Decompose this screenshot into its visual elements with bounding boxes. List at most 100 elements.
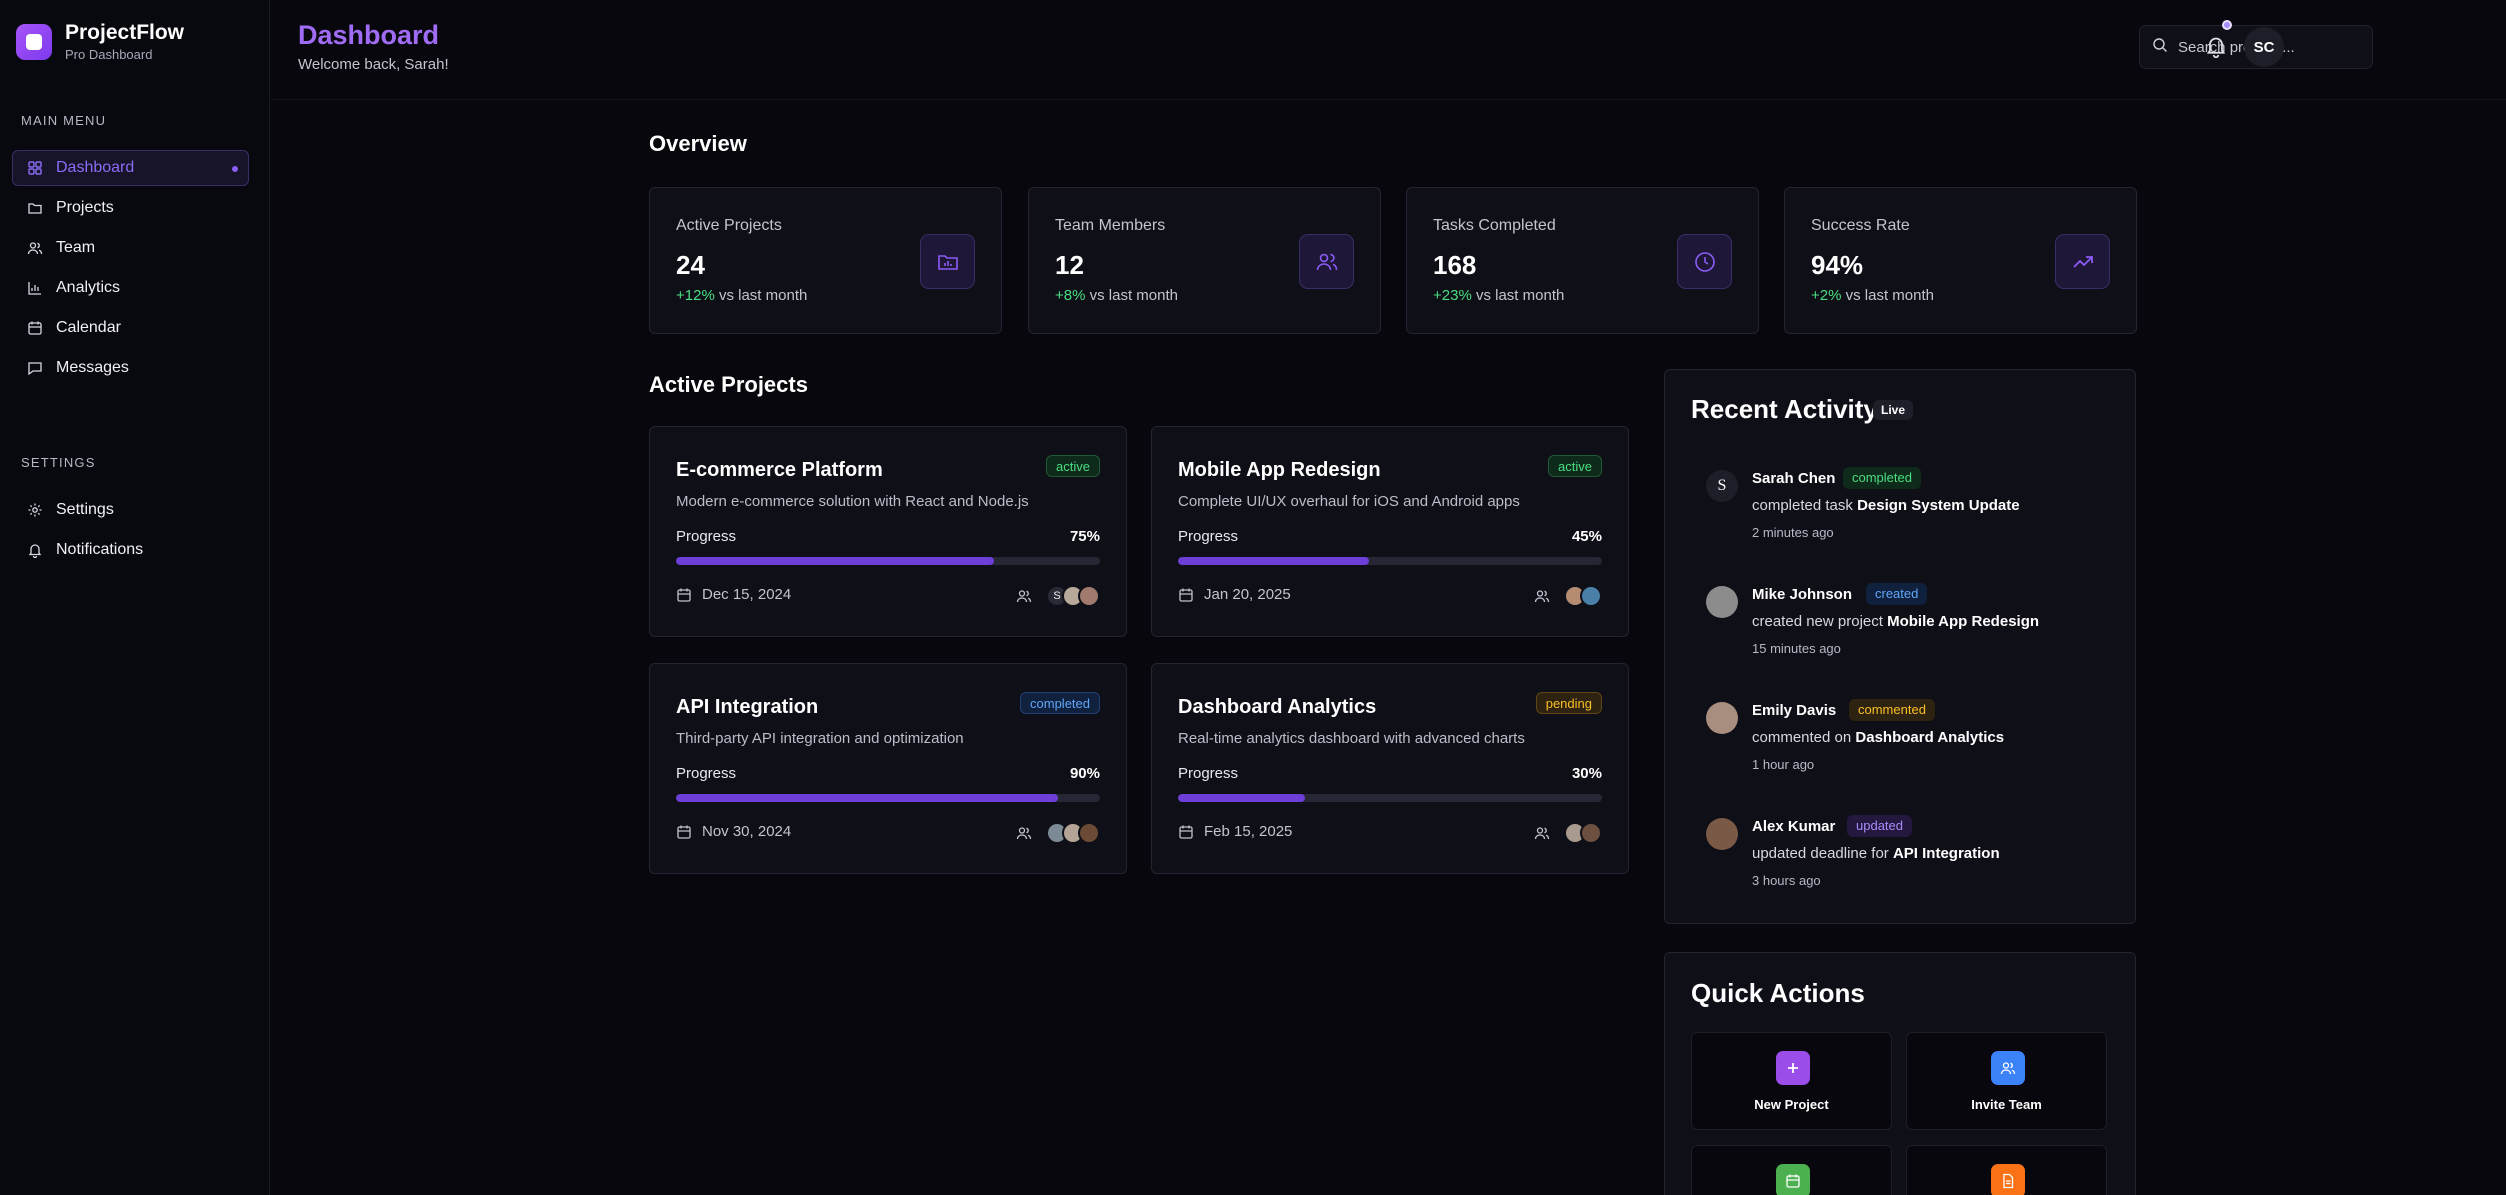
- schedule-button[interactable]: [1691, 1145, 1892, 1195]
- notifications-button[interactable]: [2204, 20, 2232, 59]
- progress-label: Progress: [676, 765, 737, 782]
- sidebar-item-calendar[interactable]: Calendar: [12, 310, 249, 346]
- calendar-icon: [1179, 588, 1193, 602]
- sidebar-item-label: Analytics: [56, 279, 121, 296]
- activity-user-name: Mike Johnson: [1752, 586, 1853, 603]
- folder-icon: [27, 200, 43, 216]
- main-nav: Dashboard Projects Team Analytics Calend…: [12, 150, 249, 390]
- sidebar-item-label: Team: [56, 239, 96, 256]
- progress-fill: [1178, 557, 1369, 565]
- progress-fill: [676, 794, 1058, 802]
- activity-time: 3 hours ago: [1752, 873, 1821, 888]
- avatar: [1078, 585, 1100, 607]
- active-indicator-dot: [232, 166, 238, 172]
- stat-value: 168: [1433, 250, 1477, 280]
- avatar: [1580, 585, 1602, 607]
- stat-label: Tasks Completed: [1433, 217, 1556, 234]
- activity-item: Mike Johnson created created new project…: [1691, 572, 2111, 662]
- calendar-icon: [677, 588, 691, 602]
- activity-item: Emily Davis commented commented on Dashb…: [1691, 688, 2111, 778]
- users-icon: [1991, 1051, 2025, 1085]
- invite-team-button[interactable]: Invite Team: [1906, 1032, 2107, 1130]
- progress-percent: 90%: [1069, 765, 1100, 782]
- settings-nav: Settings Notifications: [12, 492, 249, 572]
- new-project-button[interactable]: New Project: [1691, 1032, 1892, 1130]
- page-subtitle: Welcome back, Sarah!: [298, 56, 449, 73]
- activity-time: 1 hour ago: [1752, 757, 1815, 772]
- users-icon: [1534, 590, 1550, 603]
- sidebar-item-label: Calendar: [56, 319, 121, 336]
- users-icon: [1016, 827, 1032, 840]
- activity-user-name: Alex Kumar: [1752, 818, 1836, 835]
- stat-change: +2% vs last month: [1811, 287, 1934, 304]
- document-icon: [1991, 1164, 2025, 1195]
- progress-bar: [676, 557, 1100, 565]
- stat-label: Active Projects: [676, 217, 782, 234]
- clock-icon: [1677, 234, 1732, 289]
- bar-chart-icon: [27, 280, 43, 296]
- activity-badge: updated: [1847, 815, 1912, 837]
- progress-fill: [676, 557, 994, 565]
- project-team: S: [1016, 585, 1100, 607]
- sidebar-item-messages[interactable]: Messages: [12, 350, 249, 386]
- sidebar-item-notifications[interactable]: Notifications: [12, 532, 249, 568]
- sidebar-item-label: Notifications: [56, 541, 144, 558]
- calendar-icon: [27, 320, 43, 336]
- brand[interactable]: ProjectFlow Pro Dashboard: [16, 20, 184, 64]
- project-description: Real-time analytics dashboard with advan…: [1178, 730, 1525, 747]
- sidebar-item-label: Settings: [56, 501, 114, 518]
- sidebar-item-projects[interactable]: Projects: [12, 190, 249, 226]
- project-due-date: Feb 15, 2025: [1178, 823, 1292, 840]
- active-projects-title: Active Projects: [649, 372, 808, 397]
- report-button[interactable]: [1906, 1145, 2107, 1195]
- folder-chart-icon: [920, 234, 975, 289]
- project-team: [1534, 822, 1602, 844]
- settings-section-title: SETTINGS: [21, 455, 96, 470]
- progress-fill: [1178, 794, 1306, 802]
- calendar-icon: [1179, 825, 1193, 839]
- recent-activity-panel: Recent Activity Live S Sarah Chen comple…: [1664, 369, 2136, 924]
- activity-text: commented on Dashboard Analytics: [1752, 729, 2005, 746]
- sidebar-item-team[interactable]: Team: [12, 230, 249, 266]
- activity-badge: created: [1866, 583, 1928, 605]
- users-icon: [1016, 590, 1032, 603]
- progress-percent: 75%: [1069, 528, 1100, 545]
- progress-bar: [1178, 557, 1602, 565]
- quick-action-label: Invite Team: [1971, 1097, 2042, 1112]
- project-description: Complete UI/UX overhaul for iOS and Andr…: [1178, 493, 1520, 510]
- project-card-api-integration[interactable]: API Integration completed Third-party AP…: [649, 663, 1127, 874]
- search-icon: [2152, 37, 2168, 58]
- sidebar-item-label: Dashboard: [56, 159, 135, 176]
- avatar: [1706, 818, 1738, 850]
- project-card-ecommerce[interactable]: E-commerce Platform active Modern e-comm…: [649, 426, 1127, 637]
- avatar: [1706, 702, 1738, 734]
- sidebar-item-settings[interactable]: Settings: [12, 492, 249, 528]
- bell-icon: [27, 542, 43, 558]
- plus-icon: [1776, 1051, 1810, 1085]
- sidebar-item-analytics[interactable]: Analytics: [12, 270, 249, 306]
- activity-user-name: Emily Davis: [1752, 702, 1837, 719]
- stat-card-active-projects: Active Projects 24 +12% vs last month: [649, 187, 1002, 334]
- status-badge: active: [1046, 455, 1100, 477]
- project-title: Mobile App Redesign: [1178, 459, 1381, 481]
- project-card-mobile-app[interactable]: Mobile App Redesign active Complete UI/U…: [1151, 426, 1629, 637]
- activity-time: 15 minutes ago: [1752, 641, 1841, 656]
- activity-user-name: Sarah Chen: [1752, 470, 1836, 487]
- activity-badge: completed: [1843, 467, 1921, 489]
- progress-label: Progress: [1178, 528, 1239, 545]
- sidebar-item-dashboard[interactable]: Dashboard: [12, 150, 249, 186]
- brand-logo-icon: [16, 24, 52, 60]
- bell-icon: [2204, 37, 2228, 62]
- stat-label: Team Members: [1055, 217, 1166, 234]
- project-card-dashboard-analytics[interactable]: Dashboard Analytics pending Real-time an…: [1151, 663, 1629, 874]
- sidebar: ProjectFlow Pro Dashboard MAIN MENU Dash…: [0, 0, 270, 1195]
- stat-value: 94%: [1811, 250, 1864, 280]
- recent-activity-title: Recent Activity: [1691, 394, 1878, 424]
- project-team: [1016, 822, 1100, 844]
- top-header: Dashboard Welcome back, Sarah! SC: [271, 0, 2506, 100]
- overview-title: Overview: [649, 131, 747, 156]
- grid-icon: [27, 160, 43, 176]
- user-avatar[interactable]: SC: [2244, 27, 2284, 67]
- avatar: [1580, 822, 1602, 844]
